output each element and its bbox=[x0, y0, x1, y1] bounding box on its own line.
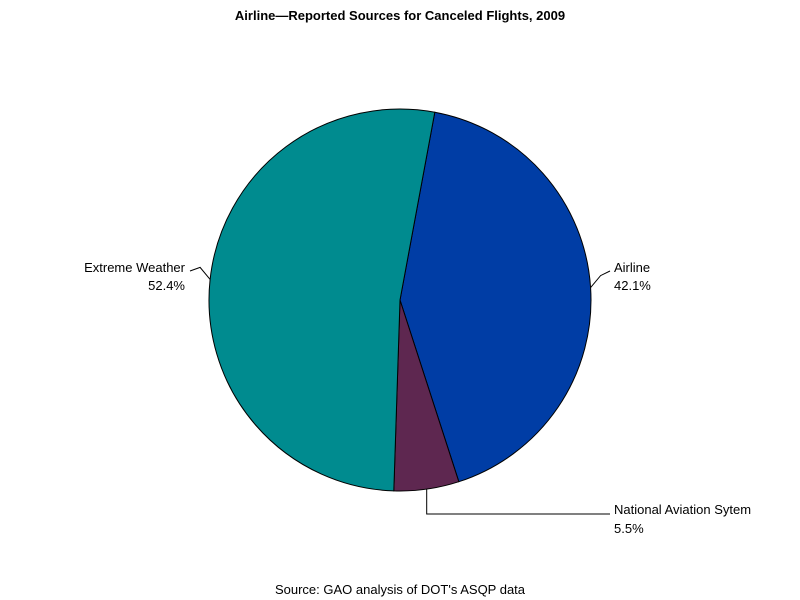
leader-lines bbox=[189, 266, 611, 515]
pie-slices bbox=[208, 108, 592, 492]
slice-label-airline: Airline bbox=[614, 260, 650, 275]
slice-label-national-aviation-system: National Aviation Sytem bbox=[614, 502, 751, 517]
slice-label-extreme-weather: Extreme Weather bbox=[84, 260, 186, 275]
leader-line-national-aviation-sytem bbox=[426, 489, 610, 515]
leader-line-airline bbox=[590, 270, 611, 288]
chart-footnote: Source: GAO analysis of DOT's ASQP data bbox=[275, 582, 526, 597]
pie-slice-airline bbox=[399, 111, 592, 483]
leader-line-extreme-weather bbox=[189, 266, 211, 280]
slice-value-extreme-weather: 52.4% bbox=[148, 278, 185, 293]
slice-value-national-aviation-system: 5.5% bbox=[614, 521, 644, 536]
pie-slice-extreme-weather bbox=[208, 108, 436, 492]
chart-title: Airline—Reported Sources for Canceled Fl… bbox=[235, 8, 565, 23]
slice-value-airline: 42.1% bbox=[614, 278, 651, 293]
